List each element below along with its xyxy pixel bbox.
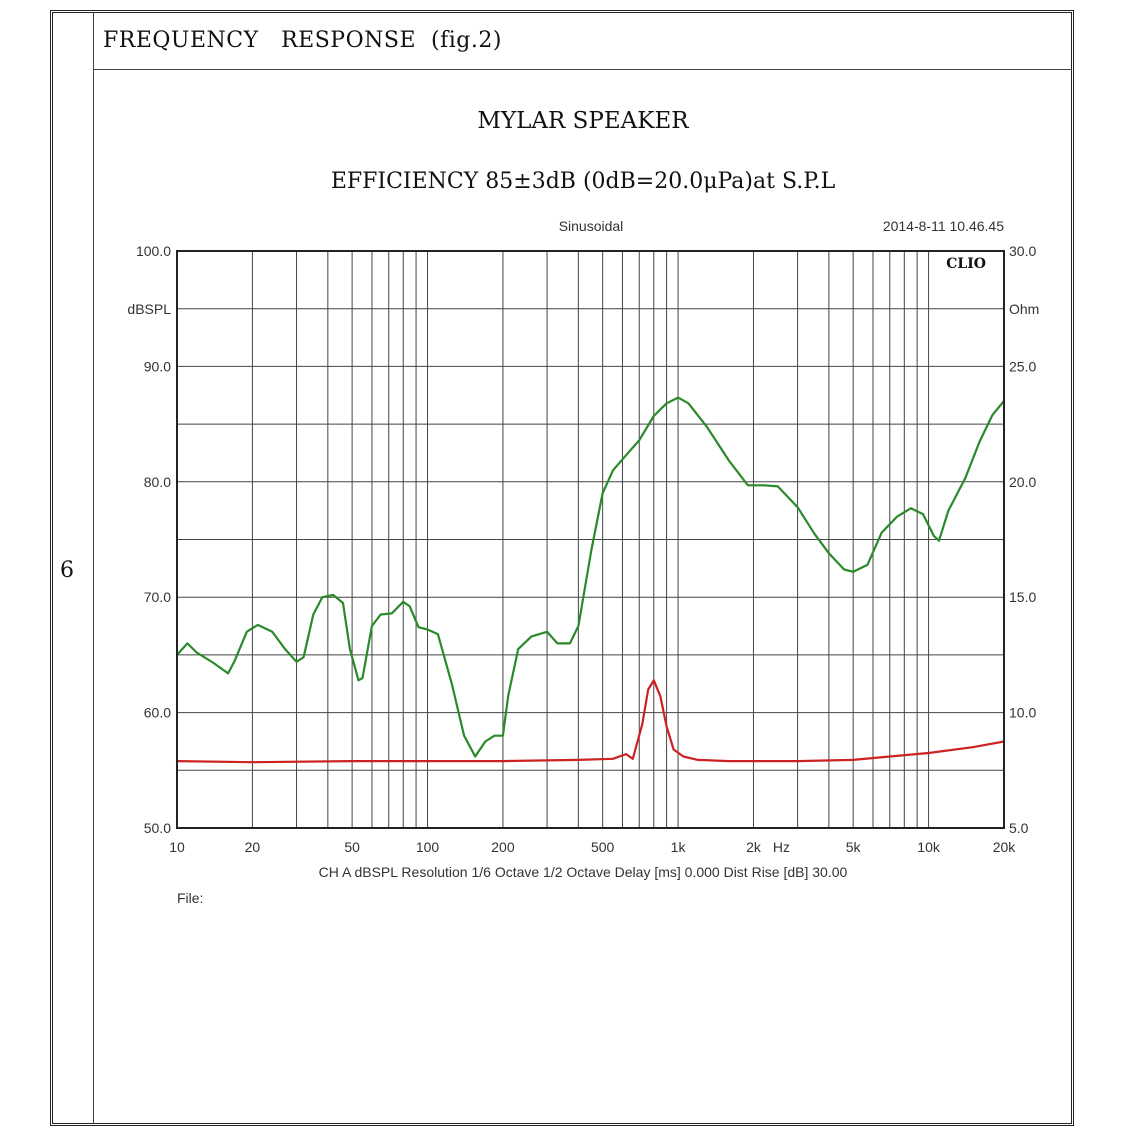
chart-title: MYLAR SPEAKER — [477, 108, 689, 134]
grid — [176, 250, 1005, 829]
x-tick-label: 20k — [993, 839, 1017, 855]
x-tick-label: 2k — [746, 839, 762, 855]
plot-border — [176, 250, 1005, 829]
page-frame — [50, 10, 1074, 1126]
x-tick-label: 500 — [591, 839, 615, 855]
y-right-tick-label: 10.0 — [1009, 705, 1036, 721]
x-tick-label: 100 — [416, 839, 440, 855]
x-tick-label: 5k — [846, 839, 862, 855]
y-left-tick-label: 60.0 — [144, 705, 171, 721]
brand-label: CLIO — [946, 256, 986, 272]
x-tick-label: 200 — [491, 839, 515, 855]
y-left-unit-label: dBSPL — [127, 301, 171, 317]
y-left-tick-label: 70.0 — [144, 589, 171, 605]
header-divider — [93, 69, 1072, 70]
page-header-title: FREQUENCY RESPONSE (fig.2) — [103, 28, 502, 53]
y-left-tick-label: 90.0 — [144, 358, 171, 374]
x-tick-label: 20 — [245, 839, 261, 855]
x-tick-label: 50 — [344, 839, 360, 855]
x-tick-label: 10 — [169, 839, 185, 855]
axis-labels: 10 20 50 100 200 500 1k 2k Hz 5k 10k 20k 100.0 90.0 80… — [136, 243, 1037, 855]
margin-divider — [93, 12, 94, 1124]
footer-info: CH A dBSPL Resolution 1/6 Octave 1/2 Oct… — [319, 864, 848, 880]
x-tick-label: 10k — [917, 839, 941, 855]
x-tick-label: Hz — [773, 839, 790, 855]
impedance-curve — [175, 679, 1006, 764]
y-right-tick-label: 30.0 — [1009, 243, 1036, 259]
y-right-tick-label: 20.0 — [1009, 474, 1036, 490]
y-left-tick-label: 50.0 — [144, 820, 171, 836]
y-left-tick-label: 100.0 — [136, 243, 171, 259]
mode-label: Sinusoidal — [559, 218, 624, 234]
y-left-tick-label: 80.0 — [144, 474, 171, 490]
chart-subtitle: EFFICIENCY 85±3dB (0dB=20.0μPa)at S.P.L — [330, 169, 836, 194]
series-layer — [175, 396, 1006, 764]
y-right-unit-label: Ohm — [1009, 301, 1039, 317]
timestamp-label: 2014-8-11 10.46.45 — [883, 218, 1004, 234]
page-number: 6 — [60, 558, 74, 583]
spl-curve — [175, 396, 1006, 758]
y-right-tick-label: 15.0 — [1009, 589, 1036, 605]
y-right-tick-label: 25.0 — [1009, 358, 1036, 374]
y-right-tick-label: 5.0 — [1009, 820, 1029, 836]
x-tick-label: 1k — [671, 839, 687, 855]
file-label: File: — [177, 890, 203, 906]
